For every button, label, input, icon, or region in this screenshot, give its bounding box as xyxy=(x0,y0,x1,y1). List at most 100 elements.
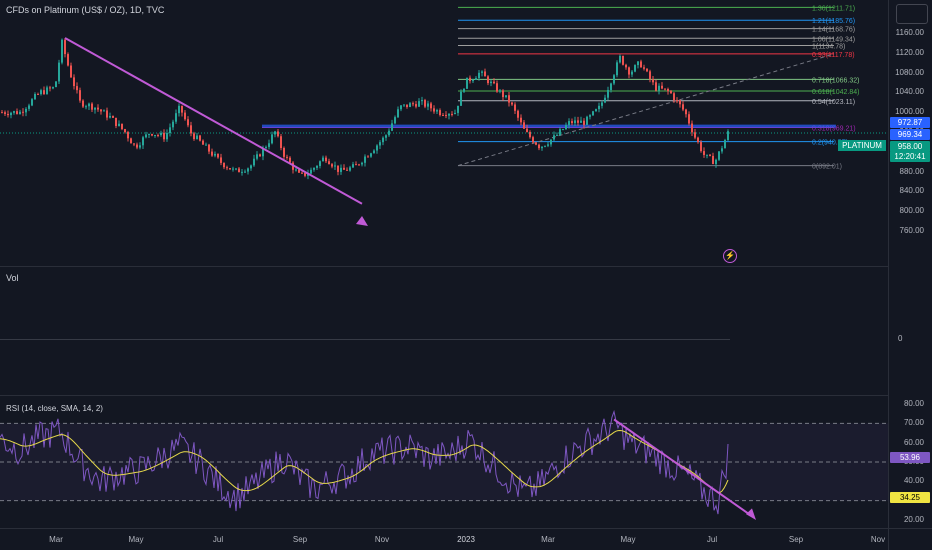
fib-trend-line[interactable] xyxy=(457,53,835,167)
time-tick-label: May xyxy=(620,535,636,544)
candle-body xyxy=(367,156,369,158)
candle-body xyxy=(625,64,627,68)
candle-body xyxy=(250,165,252,169)
candle-body xyxy=(73,77,75,87)
candle-body xyxy=(706,154,708,156)
candle-body xyxy=(64,39,66,55)
candle-body xyxy=(559,129,561,135)
candle-body xyxy=(595,109,597,112)
candle-body xyxy=(190,125,192,134)
price-chart[interactable]: 1.36(1211.71) 1.21(1185.76) 1.14(1168.76) 1… xyxy=(0,0,888,265)
candle-body xyxy=(277,131,279,137)
symbol-title[interactable]: CFDs on Platinum (US$ / OZ), 1D, TVC xyxy=(6,5,165,15)
candle-body xyxy=(79,90,81,101)
candle-body xyxy=(682,104,684,110)
candle-body xyxy=(112,116,114,118)
candle-body xyxy=(430,103,432,109)
candle-body xyxy=(232,168,234,170)
time-axis-divider xyxy=(0,528,932,529)
candle-body xyxy=(712,155,714,165)
candle-body xyxy=(448,113,450,116)
price-tick-label: 880.00 xyxy=(899,166,924,176)
candle-body xyxy=(475,78,477,80)
candle-body xyxy=(634,65,636,72)
candle-body xyxy=(163,132,165,140)
candle-body xyxy=(685,109,687,115)
candle-body xyxy=(205,144,207,146)
candle-body xyxy=(304,172,306,176)
candle-body xyxy=(178,105,180,114)
candle-body xyxy=(346,169,348,171)
candle-body xyxy=(133,143,135,145)
candle-body xyxy=(301,172,303,174)
candle-body xyxy=(1,112,3,114)
candle-body xyxy=(694,132,696,138)
candle-body xyxy=(145,134,147,138)
candle-body xyxy=(376,145,378,151)
candle-body xyxy=(265,146,267,148)
candle-body xyxy=(655,82,657,91)
fib-level-label: 1.06(1149.34) xyxy=(812,36,855,43)
candle-body xyxy=(433,108,435,112)
candle-body xyxy=(643,67,645,69)
candle-body xyxy=(640,61,642,68)
candle-body xyxy=(547,144,549,146)
candle-body xyxy=(481,71,483,73)
rsi-label[interactable]: RSI (14, close, SMA, 14, 2) xyxy=(6,404,103,413)
candle-body xyxy=(553,135,555,140)
time-tick-label: Jul xyxy=(706,535,718,544)
candle-body xyxy=(97,107,99,110)
candle-body xyxy=(715,159,717,165)
candle-body xyxy=(148,133,150,135)
candle-body xyxy=(577,120,579,123)
candle-body xyxy=(184,112,186,120)
candle-body xyxy=(229,168,231,170)
candle-body xyxy=(670,91,672,94)
candle-body xyxy=(502,90,504,98)
candle-body xyxy=(364,156,366,163)
candle-body xyxy=(340,167,342,172)
lightning-icon[interactable]: ⚡ xyxy=(723,249,737,263)
chart-settings-box[interactable] xyxy=(896,4,928,24)
candle-body xyxy=(43,90,45,94)
rsi-line xyxy=(0,409,729,515)
fib-level-label: 0.318(969.21) xyxy=(812,125,856,132)
downtrend-line[interactable] xyxy=(64,37,363,205)
fib-price-tag: 969.34 xyxy=(890,129,930,140)
candle-body xyxy=(457,105,459,113)
candle-body xyxy=(310,169,312,174)
rsi-chart[interactable] xyxy=(0,396,888,528)
candle-body xyxy=(628,67,630,75)
fib-level-label: 0.618(1042.84) xyxy=(812,89,859,96)
candle-body xyxy=(256,154,258,159)
candle-body xyxy=(709,154,711,156)
price-axis[interactable]: 1160.001120.001080.001040.001000.00960.0… xyxy=(888,0,932,550)
rsi-tick-label: 60.00 xyxy=(903,437,924,447)
candle-body xyxy=(13,111,15,113)
candle-body xyxy=(673,93,675,101)
last-price-tag: 958.00 xyxy=(890,141,930,152)
resistance-band[interactable] xyxy=(262,124,836,128)
candle-body xyxy=(544,145,546,147)
pane-divider-2[interactable] xyxy=(0,395,888,396)
candle-body xyxy=(385,135,387,138)
candle-body xyxy=(70,65,72,78)
candle-body xyxy=(586,116,588,125)
candle-body xyxy=(187,119,189,126)
pane-divider-1[interactable] xyxy=(0,266,888,267)
candle-body xyxy=(127,132,129,139)
candle-body xyxy=(274,131,276,135)
time-tick-label: 2023 xyxy=(457,535,475,544)
candle-body xyxy=(58,62,60,82)
candle-body xyxy=(211,151,213,156)
candle-body xyxy=(601,102,603,106)
candle-body xyxy=(193,133,195,140)
candle-body xyxy=(268,143,270,147)
candle-body xyxy=(571,121,573,124)
candle-body xyxy=(397,109,399,118)
rsi-trend-line[interactable] xyxy=(613,418,753,517)
candle-body xyxy=(10,112,12,116)
candle-body xyxy=(388,130,390,136)
candle-body xyxy=(610,83,612,90)
candle-body xyxy=(16,111,18,115)
